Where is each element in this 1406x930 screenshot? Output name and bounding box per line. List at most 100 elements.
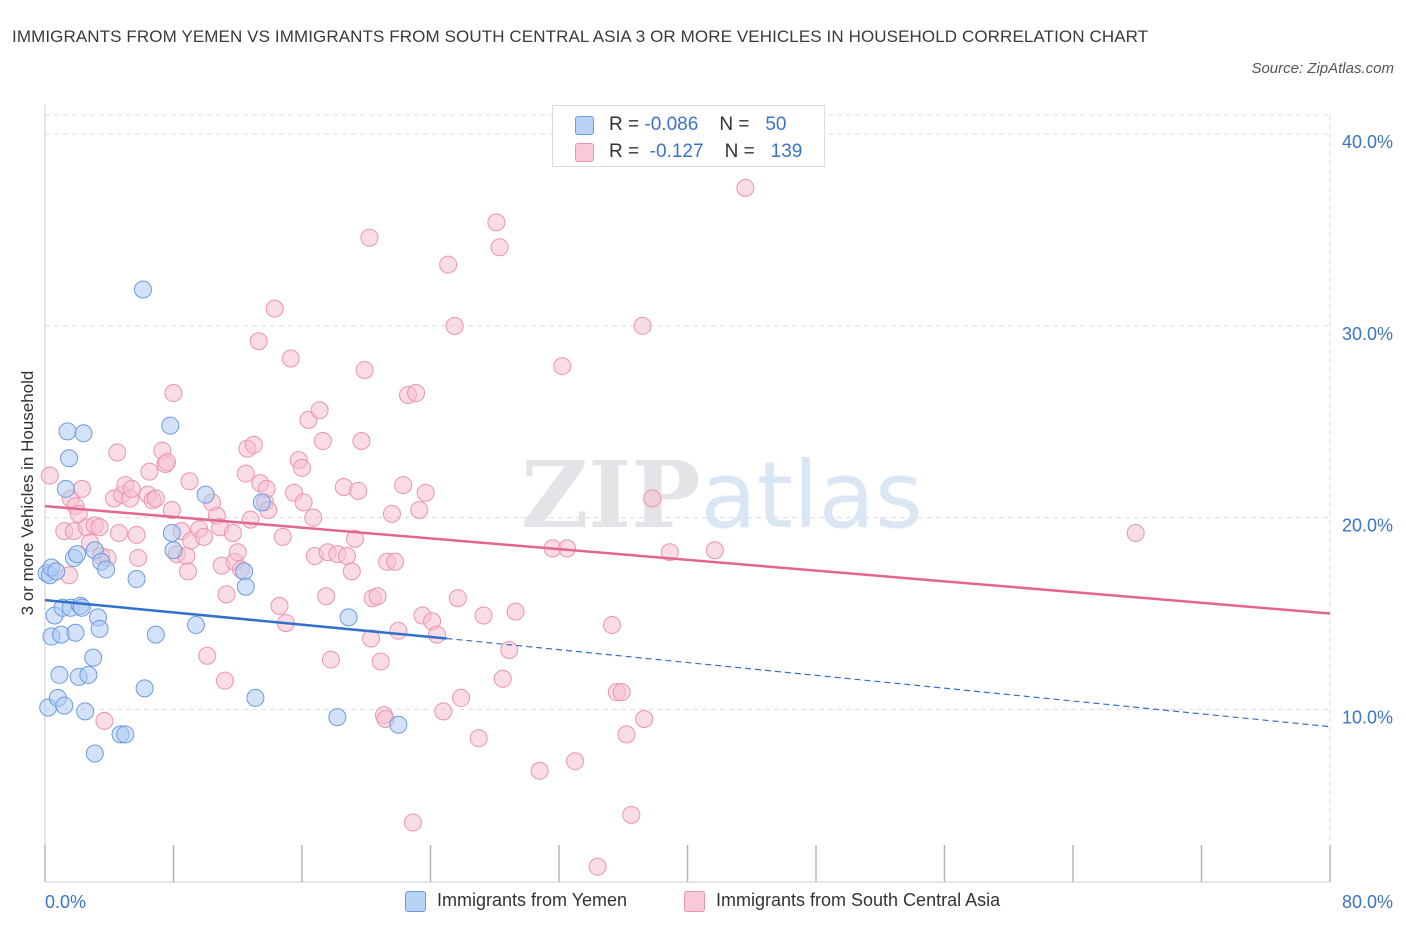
point-sca (304, 508, 323, 527)
point-yemen (90, 619, 109, 638)
watermark: ZIPatlas (521, 441, 923, 549)
point-sca (371, 652, 390, 671)
point-sca (108, 443, 127, 462)
point-sca (427, 625, 446, 644)
point-yemen (246, 688, 265, 707)
point-yemen (116, 725, 135, 744)
chart-title: IMMIGRANTS FROM YEMEN VS IMMIGRANTS FROM… (12, 27, 1149, 46)
point-yemen (76, 702, 95, 721)
point-sca (346, 529, 365, 548)
point-yemen (85, 744, 104, 763)
point-sca (452, 688, 471, 707)
point-sca (553, 357, 572, 376)
sca-swatch (575, 143, 594, 162)
point-yemen (79, 665, 98, 684)
point-sca (360, 228, 379, 247)
point-sca (310, 401, 329, 420)
x-tick-label: 80.0% (1342, 892, 1393, 912)
point-yemen (186, 616, 205, 635)
point-yemen (66, 623, 85, 642)
point-sca (146, 489, 165, 508)
point-sca (127, 525, 146, 544)
point-sca (90, 518, 109, 537)
r-value-yemen: -0.086 (644, 114, 699, 135)
trend-line-yemen-dashed (446, 637, 1331, 728)
point-sca (490, 238, 509, 257)
point-sca (95, 711, 114, 730)
point-sca (493, 669, 512, 688)
point-sca (355, 361, 374, 380)
point-sca (530, 761, 549, 780)
point-sca (622, 805, 641, 824)
point-yemen (55, 696, 74, 715)
point-sca (643, 489, 662, 508)
n-value-yemen: 50 (765, 114, 787, 135)
point-sca (410, 501, 429, 520)
point-sca (215, 671, 234, 690)
point-sca (445, 316, 464, 335)
point-sca (368, 587, 387, 606)
point-sca (317, 587, 336, 606)
yemen-swatch (405, 891, 426, 912)
point-sca (439, 255, 458, 274)
point-yemen (161, 416, 180, 435)
trend-lines (44, 504, 1331, 728)
r-value-sca: -0.127 (649, 141, 704, 162)
point-yemen (84, 648, 103, 667)
point-sca (394, 476, 413, 495)
point-sca (162, 501, 181, 520)
point-sca (603, 616, 622, 635)
point-sca (474, 606, 493, 625)
r-label: R = (609, 141, 640, 162)
point-sca (389, 621, 408, 640)
point-sca (40, 466, 59, 485)
point-sca (293, 458, 311, 477)
point-sca (313, 431, 332, 450)
point-yemen (164, 541, 183, 560)
point-yemen (252, 493, 271, 512)
point-sca (506, 602, 525, 621)
point-sca (294, 493, 313, 512)
point-sca (736, 178, 755, 197)
n-label: N = (719, 114, 750, 135)
point-sca (249, 332, 268, 351)
series-yemen (37, 280, 408, 763)
point-sca (164, 384, 183, 403)
x-tick-label: 0.0% (45, 892, 86, 912)
point-yemen (236, 577, 255, 596)
point-sca (281, 349, 300, 368)
point-sca (140, 462, 159, 481)
point-sca (352, 431, 371, 450)
point-yemen (328, 708, 347, 727)
point-sca (273, 527, 292, 546)
point-sca (342, 562, 361, 581)
point-yemen (133, 280, 152, 299)
point-sca (180, 472, 199, 491)
point-yemen (74, 424, 93, 443)
r-label: R = (609, 114, 640, 135)
point-sca (195, 527, 214, 546)
point-sca (407, 384, 426, 403)
point-yemen (146, 625, 165, 644)
point-sca (321, 650, 340, 669)
point-sca (566, 752, 585, 771)
point-sca (617, 725, 636, 744)
point-sca (178, 562, 197, 581)
point-yemen (162, 524, 181, 543)
trend-line-yemen (44, 598, 447, 640)
legend-label-yemen: Immigrants from Yemen (437, 890, 628, 910)
point-yemen (68, 545, 87, 564)
point-yemen (196, 485, 215, 504)
point-sca (588, 857, 607, 876)
point-sca (265, 299, 284, 318)
point-sca (217, 585, 236, 604)
point-sca (386, 552, 405, 571)
point-yemen (235, 562, 254, 581)
point-sca (448, 589, 467, 608)
point-sca (403, 813, 422, 832)
point-sca (270, 596, 289, 615)
y-tick-label: 20.0% (1342, 516, 1393, 536)
axes (44, 105, 1331, 883)
point-yemen (60, 449, 79, 468)
